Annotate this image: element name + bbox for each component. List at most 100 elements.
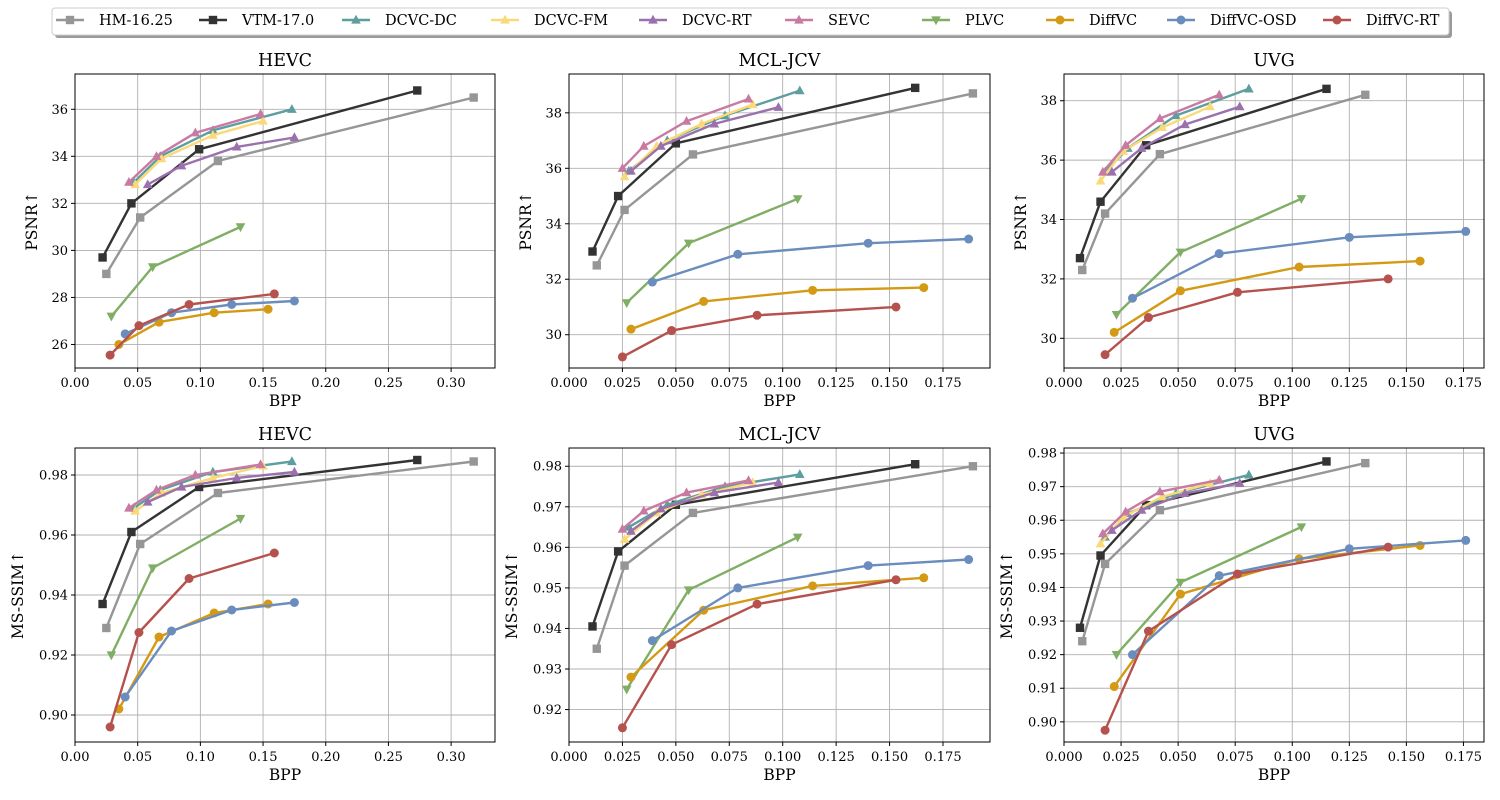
data-point-sevc (255, 108, 266, 118)
data-point-sevc (681, 115, 692, 125)
x-tick-label: 0.10 (186, 750, 215, 765)
series-plvc (106, 223, 246, 322)
x-tick-label: 0.10 (186, 376, 215, 391)
y-tick-label: 38 (545, 106, 562, 121)
plot-frame (1063, 447, 1485, 743)
data-point-diffvc-osd (1461, 226, 1471, 236)
data-point-vtm-17-0 (588, 247, 597, 256)
x-tick-label: 0.175 (1445, 376, 1482, 391)
legend-item-dcvc-fm: DCVC-FM (491, 13, 608, 29)
x-tick-label: 0.075 (711, 376, 748, 391)
data-point-sevc (151, 484, 162, 494)
data-point-diffvc (626, 672, 636, 682)
data-point-vtm-17-0 (127, 527, 136, 537)
legend-label: PLVC (965, 13, 1004, 29)
data-point-diffvc-osd (964, 234, 974, 244)
legend-label: DCVC-FM (534, 13, 608, 29)
data-point-dcvc-fm (156, 153, 167, 163)
data-point-dcvc-dc (795, 469, 805, 478)
series-diffvc-rt (1100, 274, 1393, 360)
data-point-vtm-17-0 (194, 145, 204, 154)
data-point-vtm-17-0 (1075, 253, 1085, 263)
series-diffvc-osd (1127, 226, 1471, 303)
series-diffvc-rt (105, 289, 279, 360)
series-vtm-17-0 (98, 455, 422, 609)
series-diffvc-rt (617, 575, 901, 733)
data-point-sevc (1214, 474, 1225, 484)
data-point-dcvc-rt (626, 525, 636, 535)
series-line-diffvc (118, 308, 269, 346)
series-line-plvc (625, 536, 799, 690)
data-point-diffvc-rt (269, 548, 279, 558)
data-point-dcvc-fm (258, 115, 268, 125)
series-plvc (1111, 195, 1307, 320)
legend-label: SEVC (828, 13, 870, 29)
y-tick-label: 28 (51, 291, 68, 306)
series-line-dcvc-fm (1099, 105, 1211, 182)
y-tick-label: 0.97 (1028, 480, 1057, 495)
x-tick-label: 0.00 (61, 376, 90, 391)
data-point-plvc (235, 514, 246, 524)
series-line-diffvc (117, 602, 269, 710)
series-dcvc-fm (1095, 101, 1215, 185)
data-point-diffvc-rt (1100, 725, 1110, 735)
series-line-dcvc-rt (1111, 482, 1241, 532)
series-diffvc-rt (105, 548, 279, 732)
data-point-hm-16-25 (1155, 505, 1165, 515)
y-tick-label: 30 (545, 328, 562, 343)
data-point-plvc (1175, 578, 1186, 588)
data-point-diffvc-rt (105, 722, 115, 732)
series-line-plvc (110, 517, 242, 656)
x-tick-label: 0.025 (604, 376, 641, 391)
series-plvc (621, 195, 803, 309)
data-point-vtm-17-0 (413, 86, 422, 95)
legend-item-diffvc: DiffVC (1046, 13, 1137, 29)
data-point-sevc (151, 151, 162, 160)
legend-label: DCVC-DC (385, 13, 457, 29)
x-tick-label: 0.000 (550, 376, 587, 391)
data-point-diffvc-rt (184, 299, 194, 309)
data-point-dcvc-dc (287, 456, 297, 466)
data-point-diffvc (626, 324, 636, 334)
series-line-hm-16-25 (1081, 93, 1366, 271)
data-point-dcvc-rt (1107, 525, 1117, 534)
y-tick-label: 0.95 (1028, 547, 1057, 562)
series-line-sevc (1101, 478, 1220, 535)
data-point-diffvc (154, 632, 164, 642)
data-point-dcvc-fm (1157, 122, 1167, 132)
series-line-hm-16-25 (595, 465, 974, 650)
y-tick-label: 34 (545, 217, 562, 232)
data-point-vtm-17-0 (413, 455, 422, 465)
series-hm-16-25 (592, 462, 978, 653)
data-point-sevc (743, 475, 754, 485)
x-axis-label: BPP (763, 392, 795, 410)
series-dcvc-rt (626, 477, 784, 535)
series-group (588, 460, 978, 733)
grid (1063, 448, 1484, 742)
data-point-diffvc-rt (891, 575, 901, 585)
data-point-hm-16-25 (592, 261, 601, 270)
data-point-dcvc-fm (619, 534, 630, 543)
data-point-diffvc-osd (1461, 535, 1471, 545)
legend-label: DiffVC-RT (1366, 13, 1440, 29)
chart-title: MCL-JCV (739, 425, 821, 445)
series-line-dcvc-rt (630, 481, 779, 533)
data-point-hm-16-25 (968, 89, 978, 98)
series-sevc (124, 459, 266, 512)
data-point-plvc (1296, 523, 1307, 533)
series-line-vtm-17-0 (591, 86, 916, 253)
data-point-dcvc-fm (619, 171, 630, 181)
x-tick-label: 0.150 (871, 750, 908, 765)
series-hm-16-25 (102, 93, 478, 279)
data-point-dcvc-rt (709, 487, 720, 497)
series-line-diffvc (630, 286, 924, 331)
series-line-diffvc (1113, 259, 1421, 334)
grid (74, 448, 495, 742)
series-line-vtm-17-0 (101, 458, 418, 605)
data-point-diffvc-osd (1127, 650, 1137, 660)
data-point-sevc (1214, 89, 1225, 99)
data-point-vtm-17-0 (1322, 84, 1331, 94)
data-point-vtm-17-0 (588, 622, 597, 631)
y-tick-label: 0.92 (533, 703, 562, 718)
data-point-dcvc-dc (1171, 110, 1181, 120)
